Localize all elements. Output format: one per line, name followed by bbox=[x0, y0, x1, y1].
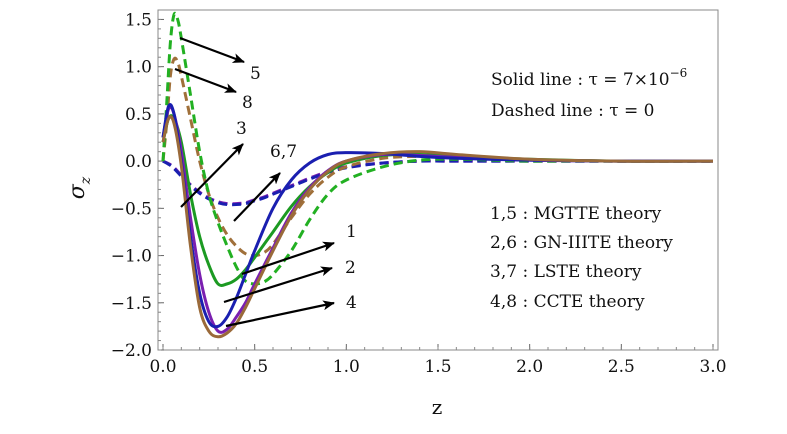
arrow-8 bbox=[174, 67, 237, 94]
x-tick-label: 0.5 bbox=[241, 357, 268, 377]
x-tick-label: 2.0 bbox=[516, 357, 543, 377]
x-tick-label: 3.0 bbox=[699, 357, 726, 377]
x-tick-label: 1.5 bbox=[424, 357, 451, 377]
note-solid-line: Solid line : τ = 7×10−6 bbox=[491, 66, 687, 90]
axis-ticks bbox=[158, 9, 714, 351]
y-tick-label: 1.5 bbox=[125, 10, 152, 30]
arrow-3 bbox=[180, 143, 244, 208]
annotation-label: 6,7 bbox=[270, 142, 297, 162]
legend-entry: 3,7 : LSTE theory bbox=[490, 262, 642, 282]
y-tick-label: −1.5 bbox=[111, 294, 152, 314]
note-dashed-line: Dashed line : τ = 0 bbox=[491, 101, 654, 121]
annotation-label: 4 bbox=[346, 293, 357, 313]
y-tick-label: 0.0 bbox=[125, 152, 152, 172]
y-tick-label: −0.5 bbox=[111, 199, 152, 219]
legend-entry: 1,5 : MGTTE theory bbox=[490, 204, 662, 224]
y-axis-label-subscript: z bbox=[78, 176, 94, 185]
arrow-5 bbox=[179, 36, 245, 64]
y-axis-label: σz bbox=[65, 176, 94, 199]
y-tick-label: 0.5 bbox=[125, 105, 152, 125]
annotation-label: 1 bbox=[346, 222, 357, 242]
series-line-7 bbox=[162, 159, 713, 207]
y-tick-labels: 1.5 1.0 0.5 0.0 −0.5 −1.0 −1.5 −2.0 bbox=[111, 10, 152, 361]
annotation-arrows bbox=[174, 36, 335, 328]
legend-entry: 2,6 : GN-IIITE theory bbox=[490, 233, 673, 253]
series-line-4 bbox=[161, 115, 714, 339]
y-tick-label: 1.0 bbox=[125, 58, 152, 78]
arrow-2 bbox=[223, 266, 333, 304]
annotation-label: 5 bbox=[250, 64, 261, 84]
annotation-label: 3 bbox=[236, 119, 247, 139]
x-tick-label: 0.0 bbox=[149, 357, 176, 377]
series-line-1 bbox=[161, 114, 714, 287]
annotation-label: 8 bbox=[242, 93, 253, 113]
series-line-6 bbox=[162, 159, 713, 206]
y-tick-label: −1.0 bbox=[111, 247, 152, 267]
x-tick-labels: 0.0 0.5 1.0 1.5 2.0 2.5 3.0 bbox=[149, 357, 726, 377]
legend-entry: 4,8 : CCTE theory bbox=[490, 292, 645, 312]
y-tick-label: −2.0 bbox=[111, 341, 152, 361]
arrow-1 bbox=[241, 241, 335, 276]
x-axis-label: z bbox=[432, 395, 443, 419]
series-curves bbox=[161, 11, 714, 339]
legend: 1,5 : MGTTE theory 2,6 : GN-IIITE theory… bbox=[490, 204, 673, 312]
x-tick-label: 2.5 bbox=[608, 357, 635, 377]
arrow-4 bbox=[225, 300, 335, 328]
annotation-label: 2 bbox=[345, 258, 356, 278]
arrow-6-7 bbox=[233, 172, 281, 222]
x-tick-label: 1.0 bbox=[333, 357, 360, 377]
note-solid-exponent: −6 bbox=[670, 66, 688, 80]
